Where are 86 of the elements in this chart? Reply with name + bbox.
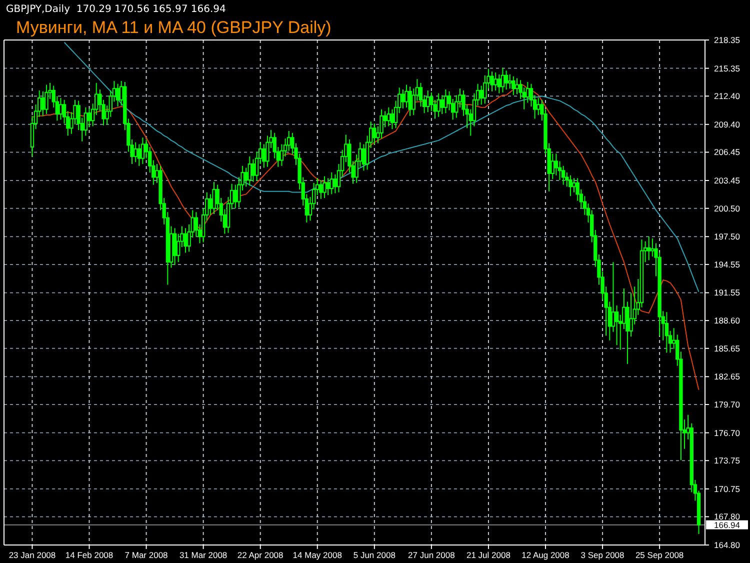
- y-tick-label: 206.45: [714, 147, 740, 158]
- candlestick: [500, 67, 505, 93]
- candlestick: [426, 90, 430, 113]
- x-tick-label: 22 Apr 2008: [237, 550, 284, 560]
- candlestick: [319, 180, 323, 200]
- candlestick: [140, 137, 145, 165]
- candlestick: [408, 86, 412, 116]
- candlestick: [87, 108, 92, 128]
- candlestick: [184, 228, 188, 254]
- x-tick-label: 25 Sep 2008: [635, 550, 684, 560]
- candlestick: [41, 90, 45, 116]
- candlestick: [401, 89, 405, 109]
- y-tick-label: 194.55: [714, 259, 740, 270]
- y-tick-label: 215.35: [714, 63, 740, 74]
- candlestick: [362, 144, 366, 172]
- candlestick: [234, 184, 238, 209]
- candlestick: [134, 142, 138, 163]
- y-tick-label: 188.60: [714, 316, 740, 326]
- y-tick-label: 167.80: [714, 512, 740, 522]
- candlestick: [494, 72, 498, 91]
- candlestick: [326, 178, 330, 196]
- x-tick-label: 31 Mar 2008: [179, 550, 228, 560]
- x-tick-label: 5 Jun 2008: [353, 550, 396, 560]
- candlestick: [515, 78, 519, 95]
- x-tick-label: 27 Jun 2008: [408, 550, 456, 560]
- candlestick: [504, 70, 508, 90]
- y-tick-label: 218.35: [714, 35, 740, 45]
- candlestick: [116, 83, 120, 107]
- candlestick: [333, 174, 338, 194]
- candlestick: [251, 158, 256, 182]
- candlestick: [554, 153, 558, 176]
- candlestick: [212, 181, 216, 214]
- candlestick: [480, 85, 484, 106]
- ref-line-label: 166.94: [714, 520, 740, 530]
- candlestick: [330, 172, 334, 195]
- y-tick-label: 170.75: [714, 484, 740, 494]
- candlestick: [614, 304, 619, 346]
- candlestick: [322, 176, 326, 198]
- x-tick-label: 23 Jan 2008: [8, 550, 56, 560]
- y-tick-label: 176.70: [714, 428, 740, 438]
- candlestick: [490, 71, 494, 92]
- y-tick-label: 203.45: [714, 176, 740, 186]
- y-tick-label: 197.50: [714, 232, 740, 242]
- candlestick: [44, 84, 48, 115]
- candlestick: [572, 178, 576, 193]
- y-tick-label: 212.40: [714, 91, 740, 102]
- y-tick-label: 164.80: [714, 540, 740, 550]
- y-tick-label: 182.65: [714, 372, 740, 382]
- candlestick: [497, 74, 501, 94]
- x-tick-label: 21 Jul 2008: [466, 550, 511, 560]
- candlestick: [512, 76, 516, 96]
- candlestick: [262, 144, 266, 168]
- candlestick: [647, 236, 651, 261]
- x-tick-label: 14 May 2008: [292, 550, 342, 560]
- y-tick-label: 179.70: [714, 399, 740, 410]
- candlestick: [664, 312, 669, 354]
- candlestick: [436, 92, 440, 118]
- candlestick: [380, 108, 384, 140]
- line-series: [64, 42, 700, 292]
- candlestick: [561, 165, 566, 186]
- candlestick: [440, 94, 444, 115]
- chart-title: Мувинги, MA 11 и MA 40 (GBPJPY Daily): [16, 18, 332, 37]
- y-tick-label: 173.75: [714, 456, 740, 466]
- candlestick: [404, 84, 408, 108]
- candlestick: [650, 238, 654, 257]
- candlestick: [386, 106, 391, 127]
- x-tick-label: 3 Sep 2008: [580, 550, 625, 560]
- candlestick: [568, 174, 572, 197]
- y-tick-label: 185.65: [714, 343, 740, 354]
- x-tick-label: 7 Mar 2008: [124, 550, 168, 560]
- x-tick-label: 14 Feb 2008: [65, 550, 114, 560]
- candlestick: [536, 97, 540, 116]
- candlestick: [444, 89, 448, 114]
- candlestick: [58, 97, 63, 120]
- candlestick: [508, 74, 512, 90]
- y-tick-label: 209.40: [714, 119, 740, 130]
- candlestick: [390, 108, 394, 130]
- x-tick-label: 12 Aug 2008: [522, 550, 570, 560]
- candlestick: [248, 156, 252, 186]
- candlestick: [372, 122, 376, 145]
- text: GBPJPY,Daily 170.29 170.56 165.97 166.94: [6, 4, 226, 15]
- y-tick-label: 200.50: [714, 203, 740, 214]
- candlestick: [244, 167, 248, 188]
- y-tick-label: 191.55: [714, 288, 740, 298]
- candlestick: [172, 228, 177, 266]
- candlestick: [137, 144, 141, 166]
